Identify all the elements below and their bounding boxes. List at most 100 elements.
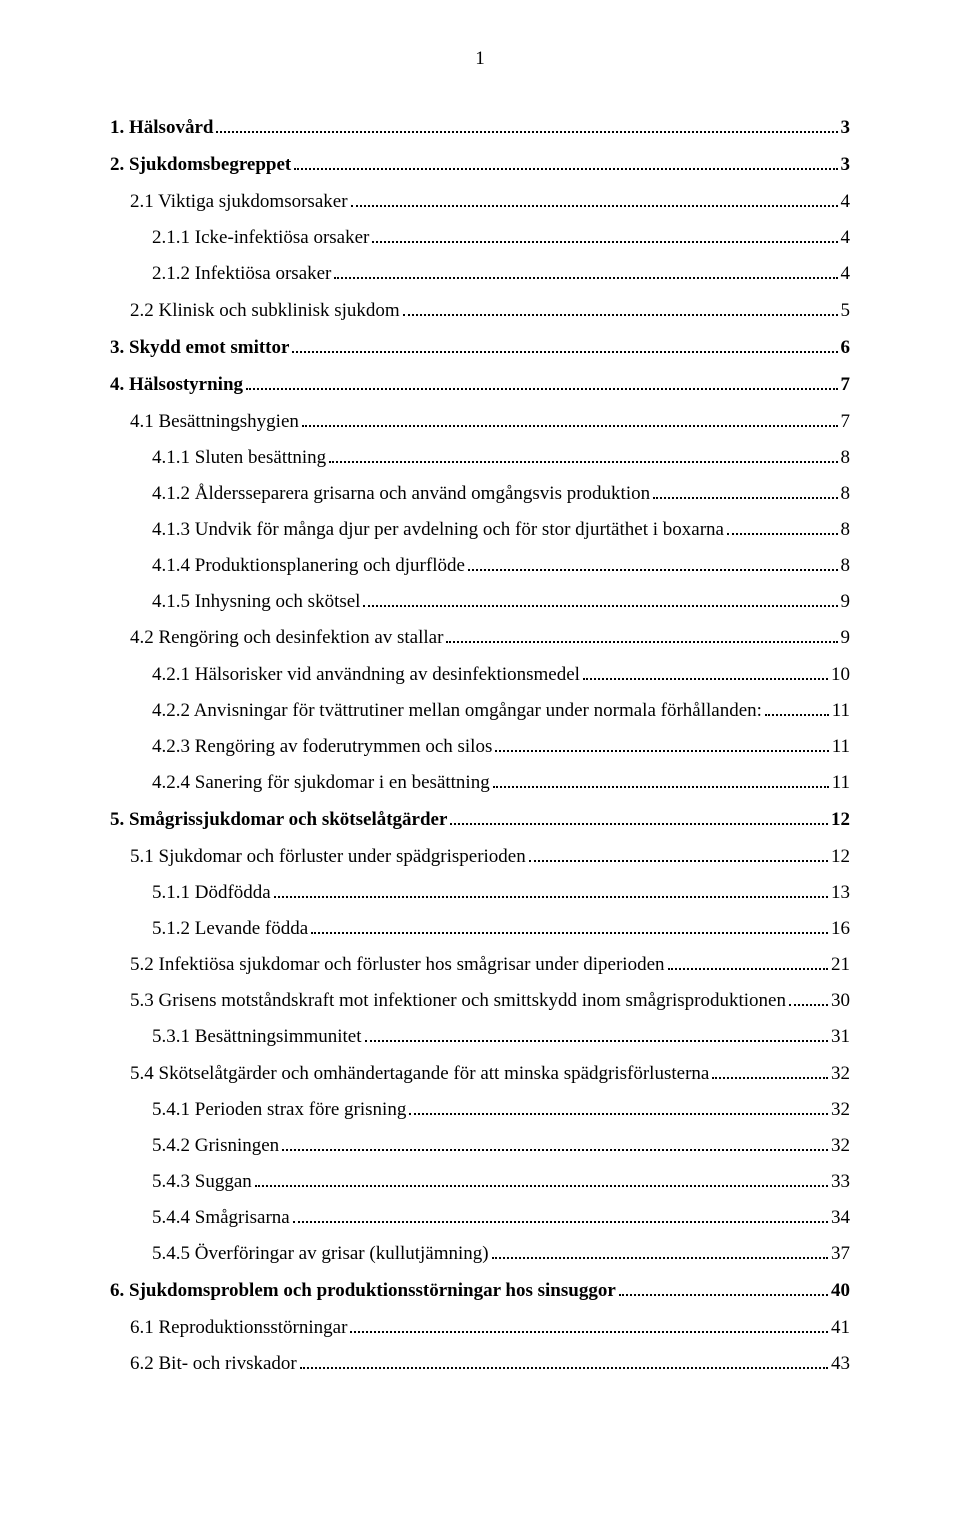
toc-entry: 2.2 Klinisk och subklinisk sjukdom5 bbox=[110, 296, 850, 319]
toc-leader bbox=[255, 1168, 828, 1187]
toc-leader bbox=[334, 260, 837, 279]
toc-entry: 4.2.1 Hälsorisker vid användning av desi… bbox=[110, 660, 850, 683]
toc-entry-title: 4.2.3 Rengöring av foderutrymmen och sil… bbox=[152, 737, 492, 756]
toc-entry-title: 5.4.1 Perioden strax före grisning bbox=[152, 1100, 406, 1119]
toc-entry: 4.1.1 Sluten besättning8 bbox=[110, 444, 850, 467]
toc-leader bbox=[293, 1204, 828, 1223]
toc-entry-page: 7 bbox=[841, 375, 851, 394]
toc-entry: 5.4 Skötselåtgärder och omhändertagande … bbox=[110, 1059, 850, 1082]
toc-entry: 4. Hälsostyrning 7 bbox=[110, 371, 850, 394]
toc-entry-title: 5.4.2 Grisningen bbox=[152, 1136, 279, 1155]
toc-entry-title: 5.3 Grisens motståndskraft mot infektion… bbox=[130, 991, 786, 1010]
toc-entry-page: 12 bbox=[831, 847, 850, 866]
toc-entry: 5.4.3 Suggan 33 bbox=[110, 1168, 850, 1191]
toc-leader bbox=[409, 1096, 828, 1115]
toc-leader bbox=[302, 408, 838, 427]
toc-entry-title: 6.1 Reproduktionsstörningar bbox=[130, 1318, 347, 1337]
toc-entry-page: 32 bbox=[831, 1100, 850, 1119]
toc-leader bbox=[450, 806, 828, 825]
toc-leader bbox=[789, 987, 828, 1006]
toc-entry-page: 9 bbox=[841, 592, 851, 611]
toc-leader bbox=[653, 480, 837, 499]
toc-entry-page: 33 bbox=[831, 1172, 850, 1191]
toc-entry-title: 5.1.2 Levande födda bbox=[152, 919, 308, 938]
toc-entry-page: 40 bbox=[831, 1281, 850, 1300]
toc-entry: 2.1 Viktiga sjukdomsorsaker 4 bbox=[110, 188, 850, 211]
toc-entry-title: 5.2 Infektiösa sjukdomar och förluster h… bbox=[130, 955, 665, 974]
toc-entry-title: 6. Sjukdomsproblem och produktionsstörni… bbox=[110, 1281, 616, 1300]
toc-entry-page: 3 bbox=[841, 155, 851, 174]
toc-entry-title: 5.4.5 Överföringar av grisar (kullutjämn… bbox=[152, 1244, 489, 1263]
toc-entry-title: 2.1.2 Infektiösa orsaker bbox=[152, 264, 331, 283]
toc-entry-title: 2.2 Klinisk och subklinisk sjukdom bbox=[130, 301, 400, 320]
toc-leader bbox=[668, 951, 828, 970]
toc-entry-title: 5.1 Sjukdomar och förluster under spädgr… bbox=[130, 847, 526, 866]
toc-entry: 5.1.2 Levande födda16 bbox=[110, 915, 850, 938]
toc-entry-title: 4. Hälsostyrning bbox=[110, 375, 243, 394]
toc-entry: 2. Sjukdomsbegreppet 3 bbox=[110, 151, 850, 174]
toc-entry-title: 2.1 Viktiga sjukdomsorsaker bbox=[130, 192, 348, 211]
toc-entry-page: 11 bbox=[832, 701, 850, 720]
toc-leader bbox=[712, 1059, 828, 1078]
toc-leader bbox=[363, 588, 837, 607]
toc-entry-page: 4 bbox=[841, 228, 851, 247]
toc-entry-page: 8 bbox=[841, 484, 851, 503]
toc-entry: 5.4.1 Perioden strax före grisning 32 bbox=[110, 1096, 850, 1119]
toc-leader bbox=[294, 151, 837, 170]
toc-leader bbox=[282, 1132, 828, 1151]
document-page: 1 1. Hälsovård32. Sjukdomsbegreppet32.1 … bbox=[0, 0, 960, 1446]
toc-leader bbox=[300, 1350, 828, 1369]
toc-leader bbox=[583, 660, 828, 679]
toc-entry-page: 37 bbox=[831, 1244, 850, 1263]
toc-entry-page: 13 bbox=[831, 883, 850, 902]
toc-entry: 4.1 Besättningshygien 7 bbox=[110, 408, 850, 431]
page-number: 1 bbox=[110, 48, 850, 70]
toc-entry-page: 10 bbox=[831, 665, 850, 684]
toc-entry-title: 4.1.3 Undvik för många djur per avdelnin… bbox=[152, 520, 724, 539]
toc-entry: 2.1.1 Icke-infektiösa orsaker 4 bbox=[110, 224, 850, 247]
toc-entry-title: 4.2.2 Anvisningar för tvättrutiner mella… bbox=[152, 701, 762, 720]
toc-entry-title: 5.4 Skötselåtgärder och omhändertagande … bbox=[130, 1064, 709, 1083]
toc-entry: 6.2 Bit- och rivskador 43 bbox=[110, 1350, 850, 1373]
toc-leader bbox=[529, 843, 828, 862]
toc-entry-page: 43 bbox=[831, 1354, 850, 1373]
toc-entry-title: 4.1.2 Åldersseparera grisarna och använd… bbox=[152, 484, 650, 503]
toc-entry-page: 9 bbox=[841, 628, 851, 647]
toc-entry-title: 5.4.3 Suggan bbox=[152, 1172, 252, 1191]
toc-entry: 4.2 Rengöring och desinfektion av stalla… bbox=[110, 624, 850, 647]
toc-entry-title: 4.1 Besättningshygien bbox=[130, 412, 299, 431]
toc-entry-page: 4 bbox=[841, 192, 851, 211]
toc-entry-page: 8 bbox=[841, 448, 851, 467]
toc-leader bbox=[492, 1240, 828, 1259]
toc-entry-title: 4.2.4 Sanering för sjukdomar i en besätt… bbox=[152, 773, 490, 792]
toc-leader bbox=[372, 224, 837, 243]
toc-entry: 5.4.4 Smågrisarna34 bbox=[110, 1204, 850, 1227]
toc-entry-title: 5. Smågrissjukdomar och skötselåtgärder bbox=[110, 810, 447, 829]
toc-entry-page: 11 bbox=[832, 737, 850, 756]
toc-entry-title: 4.2.1 Hälsorisker vid användning av desi… bbox=[152, 665, 580, 684]
toc-entry: 3. Skydd emot smittor6 bbox=[110, 334, 850, 357]
toc-leader bbox=[493, 769, 829, 788]
toc-entry-title: 4.2 Rengöring och desinfektion av stalla… bbox=[130, 628, 443, 647]
toc-entry: 5.3 Grisens motståndskraft mot infektion… bbox=[110, 987, 850, 1010]
toc-entry-title: 2.1.1 Icke-infektiösa orsaker bbox=[152, 228, 369, 247]
toc-entry-page: 7 bbox=[841, 412, 851, 431]
toc-entry-title: 4.1.5 Inhysning och skötsel bbox=[152, 592, 360, 611]
toc-entry-page: 12 bbox=[831, 810, 850, 829]
toc-leader bbox=[246, 371, 837, 390]
toc-leader bbox=[403, 296, 838, 315]
toc-entry: 4.2.4 Sanering för sjukdomar i en besätt… bbox=[110, 769, 850, 792]
toc-entry-page: 6 bbox=[841, 338, 851, 357]
toc-entry-page: 8 bbox=[841, 556, 851, 575]
toc-leader bbox=[350, 1314, 828, 1333]
toc-entry: 5.1 Sjukdomar och förluster under spädgr… bbox=[110, 843, 850, 866]
table-of-contents: 1. Hälsovård32. Sjukdomsbegreppet32.1 Vi… bbox=[110, 114, 850, 1373]
toc-entry-page: 8 bbox=[841, 520, 851, 539]
toc-entry: 2.1.2 Infektiösa orsaker4 bbox=[110, 260, 850, 283]
toc-entry: 4.1.3 Undvik för många djur per avdelnin… bbox=[110, 516, 850, 539]
toc-entry-title: 6.2 Bit- och rivskador bbox=[130, 1354, 297, 1373]
toc-leader bbox=[619, 1277, 828, 1296]
toc-leader bbox=[495, 733, 828, 752]
toc-entry: 5.2 Infektiösa sjukdomar och förluster h… bbox=[110, 951, 850, 974]
toc-entry-title: 2. Sjukdomsbegreppet bbox=[110, 155, 291, 174]
